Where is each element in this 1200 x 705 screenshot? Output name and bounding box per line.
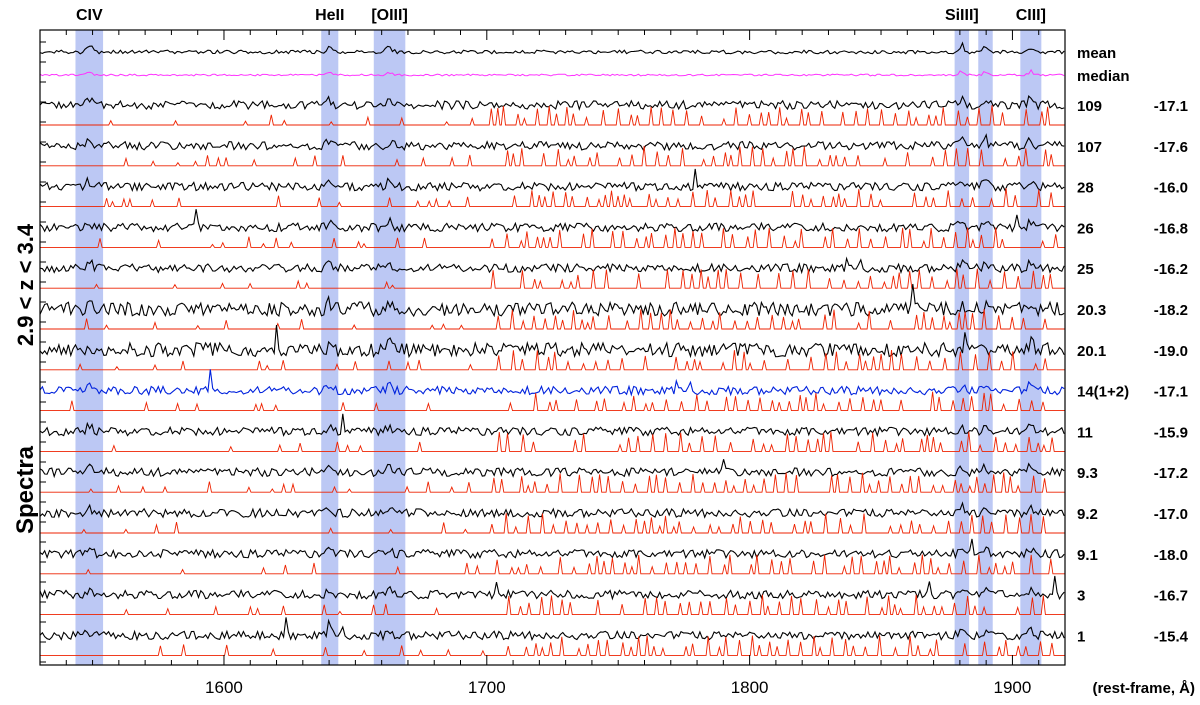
spectrum-id-label: 9.3 [1077, 465, 1098, 482]
emission-line-label: [OIII] [371, 7, 407, 24]
magnitude-label: -16.8 [1154, 220, 1188, 237]
magnitude-label: -15.4 [1154, 628, 1189, 645]
emission-line-bands [75, 30, 1042, 665]
magnitude-label: -16.2 [1154, 261, 1188, 278]
magnitude-label: -17.1 [1154, 98, 1188, 115]
chart-labels: CIV HeII [OIII] SiIII] CIII] 1600 1700 1800 1900… [76, 7, 1195, 697]
spectrum-trace [39, 325, 1065, 359]
spectrum-id-label: 109 [1077, 98, 1102, 115]
plot-frame [39, 29, 1066, 666]
magnitude-label: -18.0 [1154, 547, 1188, 564]
magnitude-label: -15.9 [1154, 424, 1188, 441]
sky-spectrum-trace [40, 349, 1065, 371]
sky-spectrum-trace [40, 594, 1065, 616]
magnitude-label: -16.0 [1154, 180, 1188, 197]
sky-spectrum-trace [40, 105, 1065, 126]
spectrum-id-label: 20.1 [1077, 343, 1106, 360]
spectrum-id-label: 28 [1077, 180, 1094, 197]
spectrum-trace [39, 133, 1065, 152]
magnitude-label: -17.6 [1154, 139, 1188, 156]
spectrum-traces [39, 41, 1065, 656]
sky-spectrum-trace [40, 268, 1065, 289]
spectrum-id-label: 26 [1077, 220, 1094, 237]
sky-spectrum-trace [40, 391, 1065, 412]
magnitude-label: -19.0 [1154, 343, 1188, 360]
sky-spectrum-trace [40, 145, 1065, 167]
spectrum-id-label: 1 [1077, 628, 1085, 645]
spectrum-id-label: 107 [1077, 139, 1102, 156]
spectrum-trace [39, 209, 1065, 234]
spectrum-trace [39, 94, 1065, 112]
spectrum-id-label: 11 [1077, 424, 1093, 441]
magnitude-label: -17.1 [1154, 384, 1188, 401]
spectrum-trace [39, 369, 1065, 397]
spectrum-trace [39, 168, 1065, 193]
emission-line-label: SiIII] [945, 7, 979, 24]
spectrum-id-label: 25 [1077, 261, 1094, 278]
x-tick-label: 1900 [994, 678, 1032, 697]
spectrum-trace [39, 68, 1065, 77]
axis-ticks [40, 30, 1040, 665]
spectrum-trace [39, 413, 1065, 438]
magnitude-label: -18.2 [1154, 302, 1188, 319]
magnitude-label: -17.0 [1154, 506, 1188, 523]
spectrum-id-label: 9.1 [1077, 547, 1098, 564]
y-axis-label: Spectra 2.9 < z < 3.4 [12, 223, 39, 534]
y-axis-title: Spectra [12, 445, 39, 534]
sky-spectrum-trace [40, 227, 1065, 248]
sky-spectrum-trace [40, 554, 1065, 575]
x-axis-title: (rest-frame, Å) [1092, 680, 1195, 697]
redshift-range-label: 2.9 < z < 3.4 [13, 223, 38, 346]
spectrum-trace [39, 538, 1065, 560]
spectrum-trace [39, 41, 1065, 55]
emission-line-label: HeII [315, 7, 344, 24]
spectrum-id-label: mean [1077, 45, 1116, 62]
magnitude-label: -17.2 [1154, 465, 1188, 482]
magnitude-label: -16.7 [1154, 588, 1188, 605]
emission-line-band [1020, 30, 1042, 665]
spectrum-trace [39, 501, 1065, 519]
spectrum-id-label: 3 [1077, 588, 1085, 605]
sky-spectrum-trace [40, 513, 1065, 534]
emission-line-band [373, 30, 406, 665]
spectrum-trace [39, 617, 1065, 642]
emission-line-label: CIV [76, 7, 103, 24]
sky-spectrum-trace [40, 635, 1065, 656]
spectrum-id-label: 14(1+2) [1077, 384, 1129, 401]
sky-spectrum-trace [40, 308, 1065, 330]
emission-line-band [321, 30, 339, 665]
sky-spectrum-trace [40, 431, 1065, 452]
emission-line-label: CIII] [1016, 7, 1046, 24]
spectrum-trace [39, 459, 1065, 479]
spectrum-trace [39, 575, 1065, 601]
sky-spectrum-trace [40, 187, 1065, 208]
x-tick-label: 1600 [205, 678, 243, 697]
sky-spectrum-trace [40, 472, 1065, 493]
x-tick-label: 1800 [731, 678, 769, 697]
spectrum-id-label: median [1077, 68, 1130, 85]
spectrum-trace [39, 256, 1065, 275]
spectrum-id-label: 20.3 [1077, 302, 1106, 319]
x-tick-label: 1700 [468, 678, 506, 697]
emission-line-band [954, 30, 970, 665]
emission-line-band [75, 30, 104, 665]
spectrum-id-label: 9.2 [1077, 506, 1098, 523]
spectrum-trace [39, 283, 1065, 318]
